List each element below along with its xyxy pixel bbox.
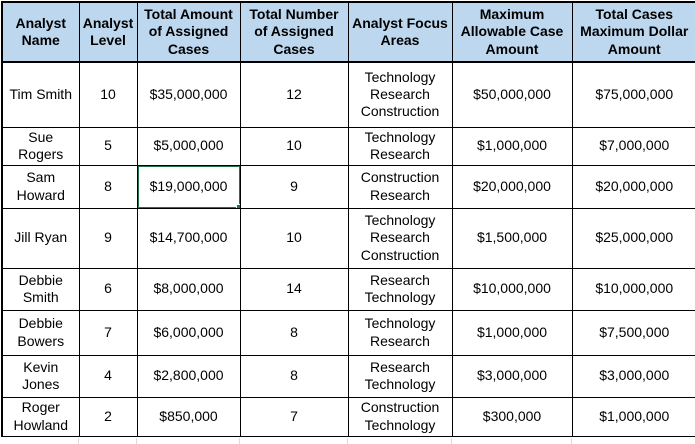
cell-r6-c7[interactable]: $7,500,000 [571, 309, 695, 356]
cell-r2-c4[interactable]: 10 [239, 126, 349, 166]
cell-r4-c4[interactable]: 10 [239, 207, 349, 269]
cell-r4-c1[interactable]: Jill Ryan [1, 207, 80, 269]
cell-r5-c6[interactable]: $10,000,000 [451, 267, 573, 311]
cell-r2-c5[interactable]: Technology Research [347, 126, 453, 166]
cell-r6-c4[interactable]: 8 [239, 309, 349, 356]
cell-r6-c5[interactable]: Technology Research [347, 309, 453, 356]
cell-r1-c2[interactable]: 10 [78, 61, 138, 128]
gridline-stub [136, 438, 137, 444]
table-row: Sue Rogers 5 $5,000,000 10 Technology Resear… [1, 126, 695, 166]
cell-r3-c1[interactable]: Sam Howard [1, 164, 80, 209]
cell-r6-c6[interactable]: $1,000,000 [451, 309, 573, 356]
cell-r1-c3[interactable]: $35,000,000 [136, 61, 241, 128]
cell-r8-c1[interactable]: Roger Howland [1, 396, 80, 438]
cell-r5-c1[interactable]: Debbie Smith [1, 267, 80, 311]
column-header-1[interactable]: Analyst Name [1, 1, 80, 63]
cell-r2-c3[interactable]: $5,000,000 [136, 126, 241, 166]
cell-r2-c2[interactable]: 5 [78, 126, 138, 166]
table-row: Roger Howland 2 $850,000 7 Construction Tech… [1, 396, 695, 438]
cell-r8-c5[interactable]: Construction Technology [347, 396, 453, 438]
cell-r8-c2[interactable]: 2 [78, 396, 138, 438]
cell-r6-c3[interactable]: $6,000,000 [136, 309, 241, 356]
cell-r7-c7[interactable]: $3,000,000 [571, 354, 695, 398]
cell-r7-c6[interactable]: $3,000,000 [451, 354, 573, 398]
cell-r5-c7[interactable]: $10,000,000 [571, 267, 695, 311]
cell-r4-c7[interactable]: $25,000,000 [571, 207, 695, 269]
cell-r2-c1[interactable]: Sue Rogers [1, 126, 80, 166]
gridline-stub [347, 438, 348, 444]
cell-r7-c3[interactable]: $2,800,000 [136, 354, 241, 398]
cell-r2-c7[interactable]: $7,000,000 [571, 126, 695, 166]
cell-r4-c5[interactable]: Technology Research Construction [347, 207, 453, 269]
cell-r8-c7[interactable]: $1,000,000 [571, 396, 695, 438]
cell-r4-c2[interactable]: 9 [78, 207, 138, 269]
empty-sheet-gridlines [0, 437, 695, 444]
cell-r8-c6[interactable]: $300,000 [451, 396, 573, 438]
gridline-stub [239, 438, 240, 444]
column-header-4[interactable]: Total Number of Assigned Cases [239, 1, 349, 63]
cell-r1-c7[interactable]: $75,000,000 [571, 61, 695, 128]
cell-r3-c3[interactable]: $19,000,000 [136, 164, 241, 209]
cell-r3-c2[interactable]: 8 [78, 164, 138, 209]
cell-r2-c6[interactable]: $1,000,000 [451, 126, 573, 166]
cell-r4-c3[interactable]: $14,700,000 [136, 207, 241, 269]
column-header-3[interactable]: Total Amount of Assigned Cases [136, 1, 241, 63]
cell-r8-c4[interactable]: 7 [239, 396, 349, 438]
table-row: Sam Howard 8 $19,000,000 9 Construction Rese… [1, 164, 695, 209]
cell-r5-c5[interactable]: Research Technology [347, 267, 453, 311]
cell-r3-c5[interactable]: Construction Research [347, 164, 453, 209]
cell-r7-c2[interactable]: 4 [78, 354, 138, 398]
header-row: Analyst Name Analyst Level Total Amount of… [1, 1, 695, 63]
cell-r3-c7[interactable]: $20,000,000 [571, 164, 695, 209]
gridline-stub [78, 438, 79, 444]
active-cell-border [138, 166, 239, 207]
cell-r3-c6[interactable]: $20,000,000 [451, 164, 573, 209]
cell-r7-c4[interactable]: 8 [239, 354, 349, 398]
cell-r6-c2[interactable]: 7 [78, 309, 138, 356]
table-body: Tim Smith 10 $35,000,000 12 Technology Resea… [1, 61, 695, 438]
cell-r5-c4[interactable]: 14 [239, 267, 349, 311]
gridline-stub [571, 438, 572, 444]
cell-r5-c3[interactable]: $8,000,000 [136, 267, 241, 311]
cell-r4-c6[interactable]: $1,500,000 [451, 207, 573, 269]
column-header-2[interactable]: Analyst Level [78, 1, 138, 63]
column-header-5[interactable]: Analyst Focus Areas [347, 1, 453, 63]
table-row: Debbie Bowers 7 $6,000,000 8 Technology Rese… [1, 309, 695, 356]
cell-r3-c4[interactable]: 9 [239, 164, 349, 209]
fill-handle[interactable] [235, 203, 239, 207]
table-row: Kevin Jones 4 $2,800,000 8 Research Technolo… [1, 354, 695, 398]
column-header-6[interactable]: Maximum Allowable Case Amount [451, 1, 573, 63]
cell-r7-c5[interactable]: Research Technology [347, 354, 453, 398]
cell-r1-c1[interactable]: Tim Smith [1, 61, 80, 128]
cell-r1-c5[interactable]: Technology Research Construction [347, 61, 453, 128]
table-row: Jill Ryan 9 $14,700,000 10 Technology Resear… [1, 207, 695, 269]
cell-r7-c1[interactable]: Kevin Jones [1, 354, 80, 398]
table-row: Debbie Smith 6 $8,000,000 14 Research Techno… [1, 267, 695, 311]
cell-r8-c3[interactable]: $850,000 [136, 396, 241, 438]
column-header-7[interactable]: Total Cases Maximum Dollar Amount [571, 1, 695, 63]
cell-r6-c1[interactable]: Debbie Bowers [1, 309, 80, 356]
cell-r1-c6[interactable]: $50,000,000 [451, 61, 573, 128]
cell-r5-c2[interactable]: 6 [78, 267, 138, 311]
cell-r1-c4[interactable]: 12 [239, 61, 349, 128]
gridline-stub [451, 438, 452, 444]
table-row: Tim Smith 10 $35,000,000 12 Technology Resea… [1, 61, 695, 128]
